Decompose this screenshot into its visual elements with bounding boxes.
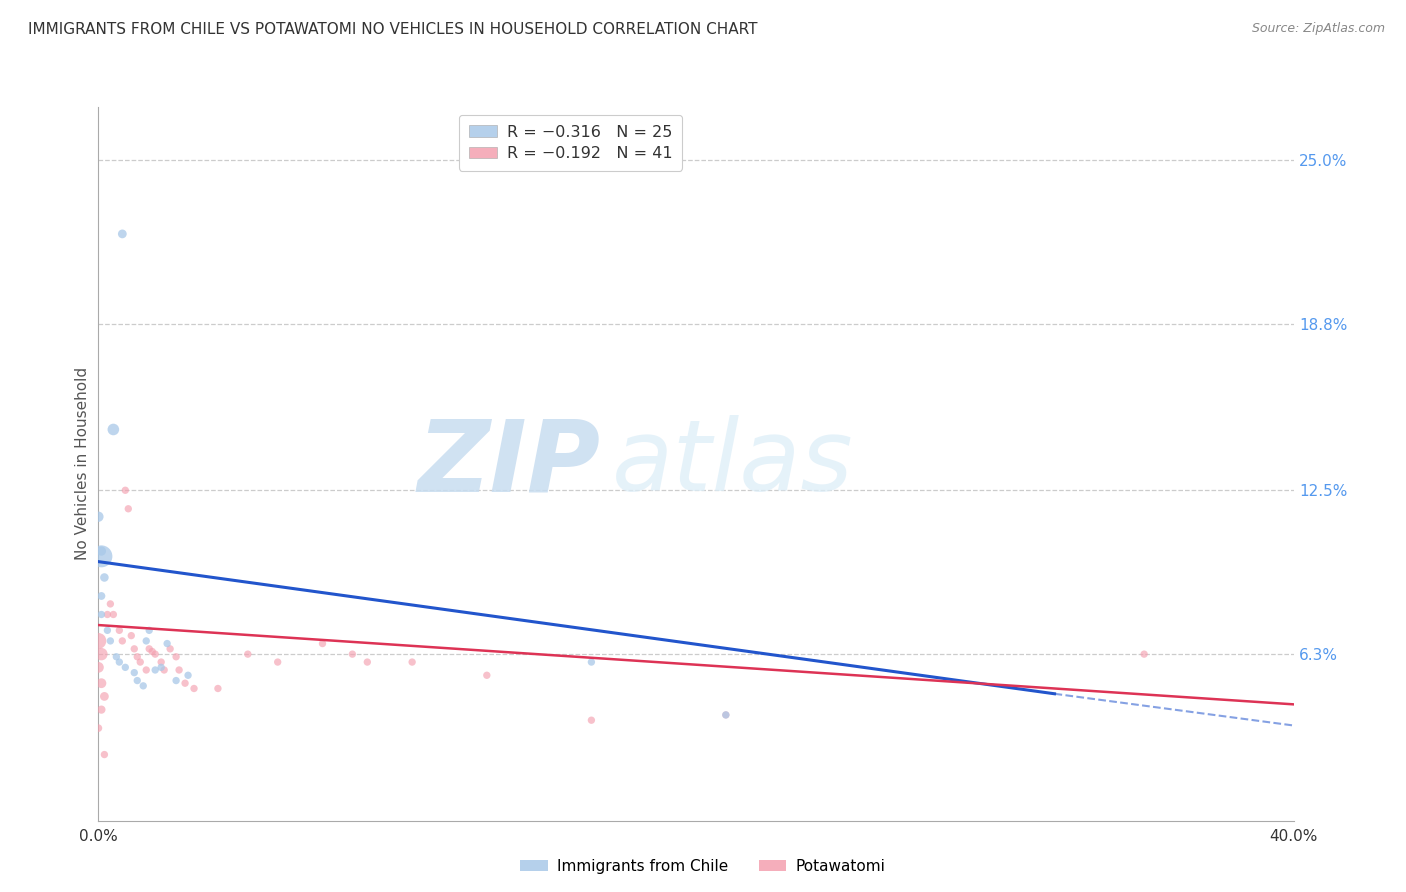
- Point: [356, 655, 378, 669]
- Point: [1133, 647, 1156, 661]
- Point: [207, 681, 229, 696]
- Y-axis label: No Vehicles in Household: No Vehicles in Household: [75, 368, 90, 560]
- Point: [153, 663, 176, 677]
- Point: [111, 634, 134, 648]
- Point: [90, 676, 112, 690]
- Point: [90, 544, 112, 558]
- Text: IMMIGRANTS FROM CHILE VS POTAWATOMI NO VEHICLES IN HOUSEHOLD CORRELATION CHART: IMMIGRANTS FROM CHILE VS POTAWATOMI NO V…: [28, 22, 758, 37]
- Point: [129, 655, 152, 669]
- Text: Source: ZipAtlas.com: Source: ZipAtlas.com: [1251, 22, 1385, 36]
- Point: [114, 660, 136, 674]
- Point: [127, 673, 149, 688]
- Point: [143, 663, 166, 677]
- Point: [100, 634, 122, 648]
- Point: [87, 509, 110, 524]
- Point: [138, 641, 160, 656]
- Point: [100, 597, 122, 611]
- Point: [581, 655, 603, 669]
- Point: [105, 649, 128, 664]
- Point: [135, 634, 157, 648]
- Point: [132, 679, 155, 693]
- Point: [177, 668, 200, 682]
- Point: [150, 660, 173, 674]
- Point: [90, 607, 112, 622]
- Point: [90, 589, 112, 603]
- Point: [108, 624, 131, 638]
- Point: [159, 641, 181, 656]
- Point: [165, 673, 187, 688]
- Point: [108, 655, 131, 669]
- Legend: R = −0.316   N = 25, R = −0.192   N = 41: R = −0.316 N = 25, R = −0.192 N = 41: [458, 115, 682, 170]
- Point: [167, 663, 190, 677]
- Point: [96, 624, 118, 638]
- Point: [475, 668, 498, 682]
- Text: ZIP: ZIP: [418, 416, 600, 512]
- Point: [93, 747, 115, 762]
- Point: [114, 483, 136, 498]
- Point: [141, 644, 163, 658]
- Point: [401, 655, 423, 669]
- Point: [174, 676, 197, 690]
- Point: [111, 227, 134, 241]
- Point: [90, 703, 112, 717]
- Point: [90, 549, 112, 564]
- Point: [165, 649, 187, 664]
- Point: [714, 707, 737, 722]
- Point: [581, 713, 603, 727]
- Point: [156, 636, 179, 650]
- Point: [236, 647, 259, 661]
- Point: [117, 501, 139, 516]
- Point: [87, 634, 110, 648]
- Point: [267, 655, 290, 669]
- Point: [87, 721, 110, 735]
- Point: [93, 690, 115, 704]
- Point: [120, 629, 142, 643]
- Point: [124, 665, 146, 680]
- Point: [124, 641, 146, 656]
- Point: [183, 681, 205, 696]
- Point: [342, 647, 364, 661]
- Point: [150, 655, 173, 669]
- Point: [127, 649, 149, 664]
- Point: [93, 570, 115, 584]
- Legend: Immigrants from Chile, Potawatomi: Immigrants from Chile, Potawatomi: [515, 853, 891, 880]
- Point: [311, 636, 333, 650]
- Point: [96, 607, 118, 622]
- Point: [135, 663, 157, 677]
- Point: [103, 422, 125, 436]
- Point: [714, 707, 737, 722]
- Text: atlas: atlas: [613, 416, 853, 512]
- Point: [138, 624, 160, 638]
- Point: [87, 660, 110, 674]
- Point: [143, 647, 166, 661]
- Point: [103, 607, 125, 622]
- Point: [90, 647, 112, 661]
